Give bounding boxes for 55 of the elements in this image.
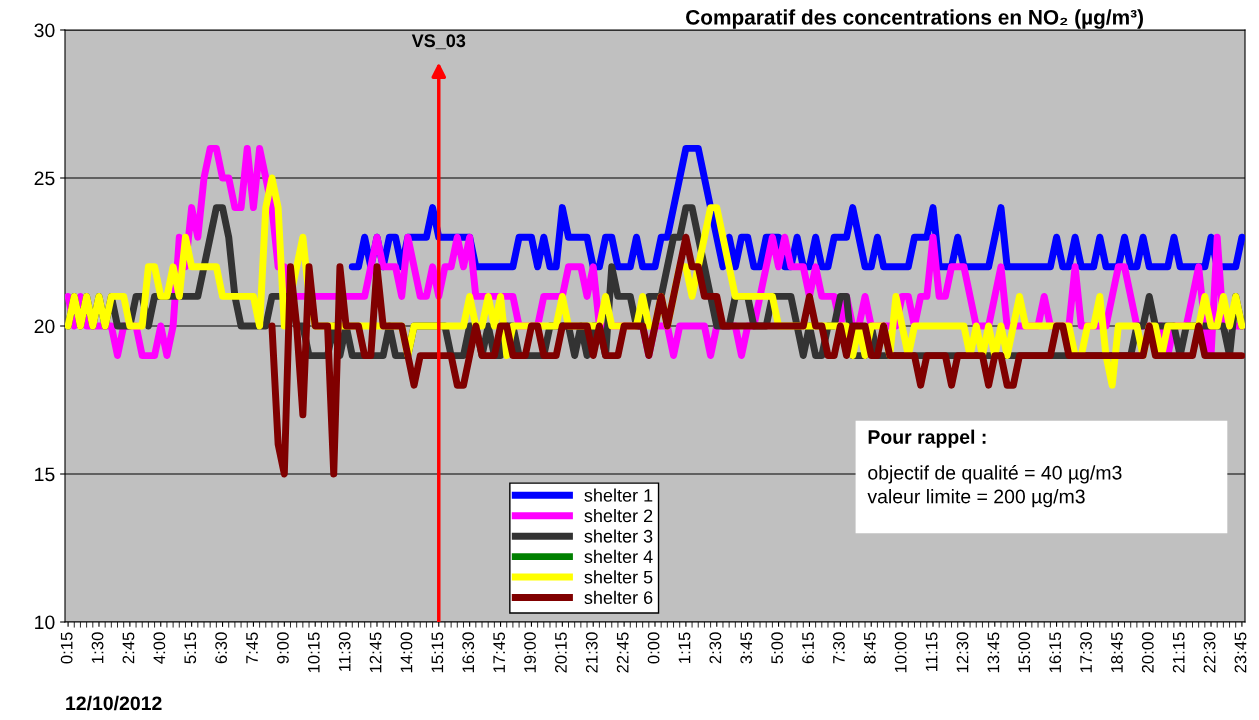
- x-tick-label: 22:45: [616, 632, 629, 673]
- legend-label: shelter 6: [584, 590, 653, 604]
- x-tick-label: 7:30: [833, 632, 845, 664]
- x-tick-label: 12:30: [956, 632, 969, 673]
- x-tick-label: 1:30: [91, 632, 104, 663]
- ref-line-label: VS_03: [411, 34, 466, 50]
- x-tick-label: 4:00: [153, 632, 166, 664]
- annotation: Pour rappel :: [868, 429, 986, 448]
- x-tick-label: 21:15: [1172, 632, 1185, 673]
- text: 12/10/2012: [66, 695, 162, 711]
- y-tick-label: 10: [35, 615, 55, 630]
- x-tick-label: 17:45: [493, 632, 506, 673]
- x-tick-label: 16:15: [1049, 632, 1062, 673]
- x-tick-label: 23:45: [1234, 632, 1247, 673]
- x-tick-label: 15:00: [1018, 632, 1031, 673]
- x-tick-label: 0:15: [60, 632, 73, 664]
- x-tick-label: 1:15: [678, 632, 691, 663]
- legend-label: shelter 3: [584, 529, 653, 543]
- x-tick-label: 20:15: [555, 632, 567, 673]
- annotation: objectif de qualité = 40 µg/m3 valeur limite = 200 µg/m3: [867, 465, 1122, 508]
- x-tick-label: 19:00: [524, 632, 536, 673]
- x-tick-label: 8:45: [863, 632, 876, 664]
- y-tick-label: 30: [34, 23, 55, 38]
- y-tick-label: 25: [34, 171, 55, 186]
- x-tick-label: 17:30: [1080, 632, 1092, 673]
- x-tick-label: 16:30: [462, 632, 475, 673]
- legend-label: shelter 2: [584, 508, 653, 523]
- x-tick-label: 3:45: [740, 632, 753, 664]
- x-tick-label: 10:00: [894, 632, 907, 673]
- x-tick-label: 11:30: [338, 632, 351, 671]
- chart-title: Comparatif des concentrations en NO₂ (µg/m³): [686, 9, 1143, 29]
- x-tick-label: 11:15: [925, 632, 938, 671]
- x-tick-label: 6:30: [215, 632, 228, 664]
- legend-label: shelter 4: [584, 549, 653, 564]
- y-tick-label: 20: [34, 319, 55, 334]
- x-tick-label: 20:00: [1141, 632, 1154, 673]
- x-tick-label: 15:15: [431, 632, 444, 673]
- x-tick-label: 2:30: [709, 632, 722, 664]
- x-tick-label: 22:30: [1203, 632, 1216, 673]
- x-tick-label: 12:45: [369, 632, 382, 673]
- x-tick-label: 0:00: [647, 632, 660, 664]
- x-tick-label: 13:45: [987, 632, 1000, 673]
- x-tick-label: 21:30: [585, 632, 598, 673]
- x-tick-label: 9:00: [276, 632, 289, 664]
- x-tick-label: 2:45: [122, 632, 135, 664]
- y-tick-label: 15: [35, 467, 55, 482]
- x-tick-label: 18:45: [1111, 632, 1123, 673]
- x-tick-label: 6:15: [802, 632, 814, 664]
- x-tick-label: 5:00: [771, 632, 784, 664]
- x-tick-label: 7:45: [246, 632, 258, 664]
- x-tick-label: 10:15: [307, 632, 320, 673]
- legend-label: shelter 5: [584, 570, 653, 584]
- x-tick-label: 5:15: [184, 632, 197, 664]
- x-tick-label: 14:00: [400, 632, 413, 673]
- legend-label: shelter 1: [584, 488, 653, 502]
